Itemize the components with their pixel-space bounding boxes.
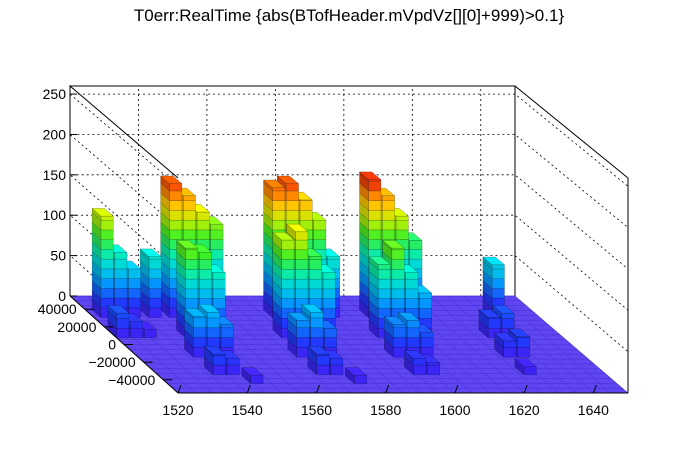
bar-33 xyxy=(107,304,130,339)
x-tick-label: 1640 xyxy=(578,402,609,418)
x-tick-label: 1520 xyxy=(162,402,193,418)
bar-38 xyxy=(383,316,407,358)
bar-19 xyxy=(478,309,502,339)
bar-52 xyxy=(344,367,368,385)
chart-title: T0err:RealTime {abs(BTofHeader.mVpdVz[][… xyxy=(133,6,565,25)
z-tick-label: 100 xyxy=(43,207,67,223)
z-tick-label: 50 xyxy=(50,248,66,264)
bar-53 xyxy=(241,367,264,385)
bar-30 xyxy=(175,239,199,339)
bar-14 xyxy=(139,248,162,319)
x-tick xyxy=(246,384,251,394)
bar-0 xyxy=(482,256,506,319)
bar-45 xyxy=(514,358,538,376)
frame-top-edges xyxy=(68,85,629,179)
gridline-z xyxy=(68,134,629,228)
y-tick-label: −40000 xyxy=(108,372,155,388)
bar-35 xyxy=(493,332,517,358)
x-tick xyxy=(177,384,182,394)
x-tick xyxy=(592,384,597,394)
x-tick-label: 1580 xyxy=(370,402,401,418)
y-tick-label: 20000 xyxy=(57,319,96,335)
z-tick-label: 0 xyxy=(58,288,66,304)
bar-27 xyxy=(272,231,295,339)
bar-47 xyxy=(403,350,427,376)
x-tick xyxy=(454,384,459,394)
z-tick-label: 250 xyxy=(43,86,67,102)
gridline-z xyxy=(68,174,629,270)
y-tick-label: −20000 xyxy=(89,354,136,370)
x-tick xyxy=(523,384,528,394)
gridline-z xyxy=(68,93,629,187)
y-tick-label: 40000 xyxy=(38,301,77,317)
x-tick xyxy=(385,384,390,394)
z-tick-label: 200 xyxy=(43,126,67,142)
x-tick-label: 1620 xyxy=(509,402,540,418)
bar-49 xyxy=(307,345,330,376)
z-tick-label: 150 xyxy=(43,167,67,183)
x-tick-label: 1600 xyxy=(439,402,470,418)
bar-17 xyxy=(91,207,114,319)
bar-41 xyxy=(287,311,310,358)
bar-51 xyxy=(203,345,227,376)
y-tick-label: 0 xyxy=(108,337,116,353)
x-tick-label: 1560 xyxy=(301,402,332,418)
axes-group: 0 50 100 150 200 250 1520 1540 1560 1580 1600 1620 1… xyxy=(38,86,609,418)
bar-44 xyxy=(183,307,207,358)
x-tick xyxy=(315,384,320,394)
x-tick-label: 1540 xyxy=(232,402,263,418)
bars-group xyxy=(91,171,538,385)
